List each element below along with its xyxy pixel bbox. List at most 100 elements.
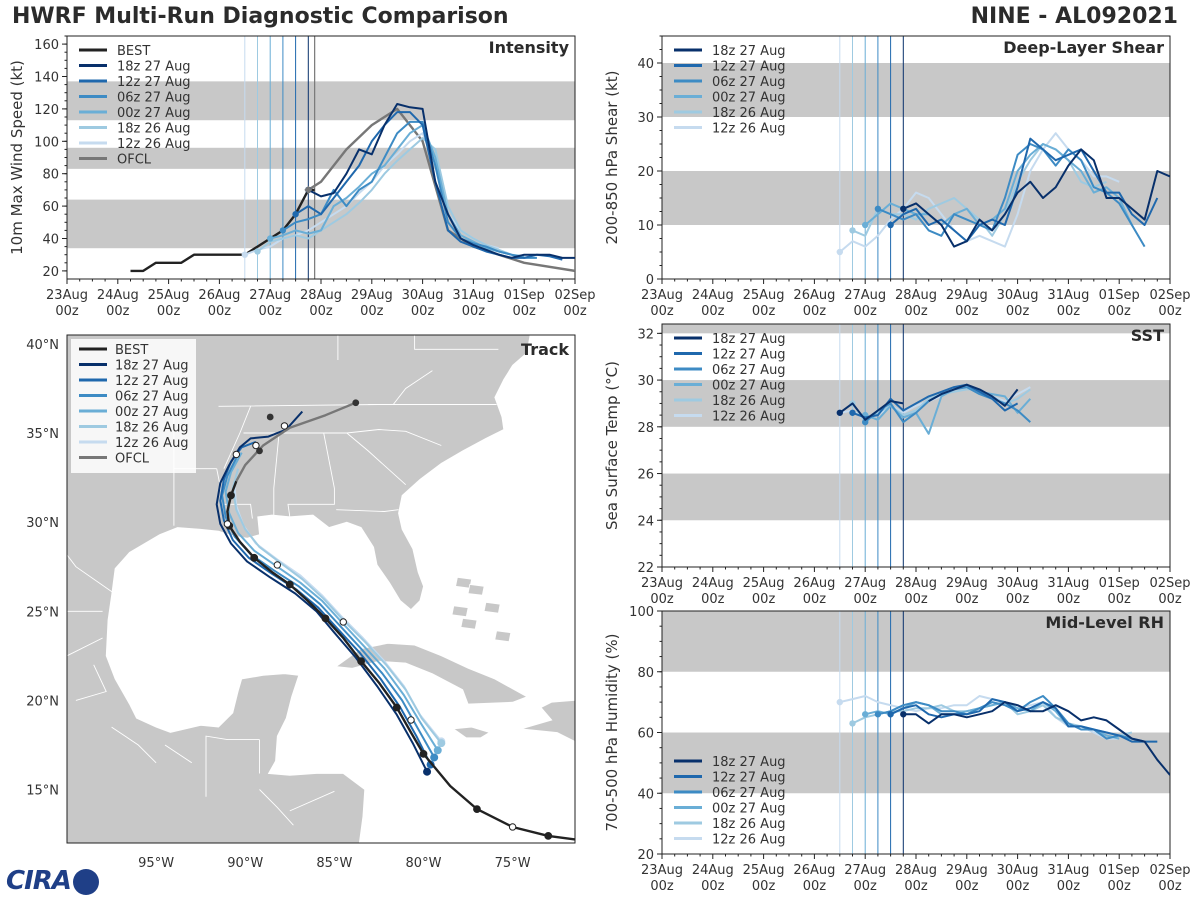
legend-label: 12z 27 Aug (115, 374, 189, 389)
political-border (287, 432, 335, 517)
logo-globe-icon (72, 868, 99, 895)
legend-label: 06z 27 Aug (115, 390, 189, 405)
x-tick-date-label: 24Aug (97, 288, 139, 303)
x-tick-hour-label: 00z (1006, 304, 1030, 319)
page-title: HWRF Multi-Run Diagnostic Comparison (12, 4, 509, 29)
series-line-18z-27-aug (839, 383, 1019, 421)
legend-label: 12z 27 Aug (712, 771, 786, 786)
best-track-line (130, 188, 315, 273)
x-tick-date-label: 25Aug (148, 288, 190, 303)
y-tick-label: 40 (42, 233, 59, 248)
series-start-marker (849, 720, 856, 727)
x-tick-hour-label: 00z (904, 592, 928, 607)
longitude-label: 75°W (495, 856, 531, 871)
x-tick-date-label: 31Aug (1047, 863, 1089, 878)
y-tick-label: 0 (646, 273, 654, 288)
track-start-marker (430, 753, 439, 762)
legend-label: 00z 27 Aug (712, 802, 786, 817)
legend-label: 12z 26 Aug (117, 137, 191, 152)
x-tick-hour-label: 00z (1057, 304, 1081, 319)
series-start-marker (900, 711, 907, 718)
x-tick-date-label: 23Aug (641, 288, 683, 303)
x-tick-hour-label: 00z (803, 879, 827, 894)
x-tick-hour-label: 00z (701, 304, 725, 319)
logo-text: CIRA (6, 866, 72, 896)
political-border (67, 554, 118, 596)
x-tick-date-label: 02Sep (554, 288, 595, 303)
best-track-marker (285, 580, 294, 589)
panel-title: Mid-Level RH (1045, 613, 1164, 632)
legend-label: OFCL (115, 452, 150, 467)
ofcl-start-marker (304, 185, 313, 194)
x-tick-hour-label: 00z (513, 304, 537, 319)
legend-label: 18z 27 Aug (117, 60, 191, 75)
y-tick-label: 120 (34, 103, 59, 118)
track-panel: 95°W 90°W 85°W 80°W 75°W 15°N 20°N 25°N 30°N 35°N… (26, 334, 576, 871)
x-tick-hour-label: 00z (701, 592, 725, 607)
x-tick-date-label: 27Aug (844, 863, 886, 878)
x-tick-hour-label: 00z (360, 304, 384, 319)
legend-label: OFCL (117, 153, 152, 168)
x-tick-date-label: 30Aug (402, 288, 444, 303)
track-line-06z-27-aug (221, 457, 436, 758)
y-tick-label: 32 (637, 327, 654, 342)
latitude-label: 35°N (26, 427, 59, 442)
x-tick-date-label: 29Aug (351, 288, 393, 303)
x-tick-date-label: 31Aug (1047, 576, 1089, 591)
map-frame (66, 334, 576, 844)
series-start-marker (874, 711, 882, 718)
legend-label: 00z 27 Aug (712, 379, 786, 394)
y-tick-label: 80 (637, 666, 654, 681)
latitude-label: 40°N (26, 338, 59, 353)
political-border (164, 744, 193, 764)
bahamas-land (451, 605, 469, 618)
legend-label: 00z 27 Aug (712, 91, 786, 106)
legend-label: 12z 26 Aug (712, 122, 786, 137)
y-tick-label: 24 (637, 514, 654, 529)
y-tick-label: 40 (637, 57, 654, 72)
series-line-06z-27-aug (877, 143, 1146, 248)
x-tick-date-label: 01Sep (1099, 863, 1140, 878)
threshold-band (662, 324, 1170, 334)
legend-label: 12z 27 Aug (117, 75, 191, 90)
series-start-marker (836, 698, 843, 706)
series-group (836, 695, 1170, 776)
legend-label: 00z 27 Aug (115, 405, 189, 420)
series-group (836, 383, 1032, 435)
x-tick-hour-label: 00z (1108, 879, 1132, 894)
cuba-land (335, 642, 528, 705)
track-line-00z-27-aug (224, 452, 439, 751)
series-line-18z-27-aug (902, 148, 1170, 248)
x-tick-date-label: 30Aug (997, 863, 1039, 878)
open-track-marker (280, 422, 289, 430)
x-tick-date-label: 01Sep (1099, 288, 1140, 303)
series-line-18z-27-aug (903, 701, 1170, 776)
best-track-marker (357, 657, 366, 666)
x-tick-hour-label: 00z (803, 592, 827, 607)
x-tick-date-label: 28Aug (895, 576, 937, 591)
series-start-marker (267, 235, 274, 242)
x-tick-date-label: 26Aug (198, 288, 240, 303)
legend-label: 18z 26 Aug (712, 817, 786, 832)
legend-label: 06z 27 Aug (117, 91, 191, 106)
political-border (273, 432, 280, 515)
best-track-marker (250, 553, 259, 562)
latitude-label: 20°N (26, 694, 59, 709)
x-tick-hour-label: 00z (955, 304, 979, 319)
series-start-marker (849, 409, 856, 416)
latitude-label: 15°N (26, 784, 59, 799)
x-tick-hour-label: 00z (1158, 592, 1182, 607)
x-tick-date-label: 24Aug (692, 288, 734, 303)
series-start-marker (862, 418, 869, 426)
y-axis-label: Sea Surface Temp (°C) (603, 361, 621, 530)
series-start-marker (849, 227, 856, 234)
best-track-marker (227, 491, 235, 500)
x-tick-date-label: 25Aug (743, 288, 785, 303)
x-tick-date-label: 01Sep (504, 288, 545, 303)
track-start-marker (437, 739, 446, 748)
legend-label: 12z 26 Aug (712, 410, 786, 425)
series-start-marker (254, 248, 261, 255)
jamaica-land (452, 726, 491, 739)
threshold-band (662, 611, 1170, 672)
threshold-band (662, 473, 1170, 521)
